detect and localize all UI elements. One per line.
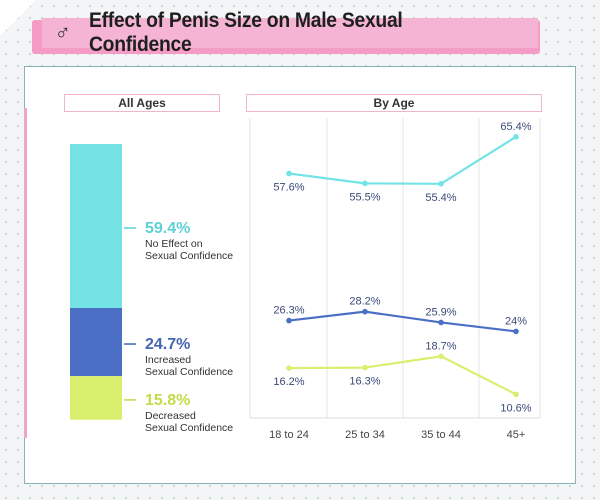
- x-tick-label-0: 18 to 24: [269, 429, 309, 441]
- data-label-decreased-2: 18.7%: [425, 340, 456, 352]
- data-point-decreased-3: [513, 391, 519, 398]
- bar-value-label-0: 59.4%: [145, 220, 190, 237]
- data-point-no_effect-3: [513, 134, 519, 140]
- x-tick-label-3: 45+: [507, 429, 526, 441]
- x-tick-label-2: 35 to 44: [421, 429, 461, 441]
- bar-segment-label-line1-2: Decreased: [145, 410, 196, 422]
- page-corner-fold: [0, 0, 36, 36]
- bar-segment-label-line2-1: Sexual Confidence: [145, 366, 233, 378]
- data-point-decreased-1: [362, 364, 368, 371]
- data-point-no_effect-1: [362, 180, 368, 187]
- bar-value-label-2: 15.8%: [145, 392, 190, 409]
- data-point-increased-2: [438, 319, 444, 326]
- data-label-no_effect-3: 65.4%: [500, 121, 531, 133]
- male-symbol-icon: ♂: [54, 20, 71, 45]
- bar-segment-2: [70, 376, 122, 420]
- all-ages-header: All Ages: [64, 94, 220, 112]
- data-point-increased-0: [286, 317, 292, 324]
- data-point-decreased-0: [286, 365, 292, 371]
- data-point-decreased-2: [438, 353, 444, 360]
- bar-segment-0: [70, 144, 122, 308]
- by-age-header: By Age: [246, 94, 542, 112]
- data-label-decreased-3: 10.6%: [500, 402, 531, 414]
- data-label-no_effect-1: 55.5%: [349, 191, 380, 203]
- bar-segment-label-line2-2: Sexual Confidence: [145, 422, 233, 434]
- data-label-no_effect-0: 57.6%: [273, 181, 304, 193]
- bar-segment-label-line1-0: No Effect on: [145, 238, 203, 250]
- series-line-decreased: [288, 355, 517, 396]
- data-label-increased-0: 26.3%: [273, 305, 304, 317]
- data-label-increased-3: 24%: [505, 315, 527, 327]
- bar-segment-1: [70, 307, 122, 377]
- bar-segment-label-line2-0: Sexual Confidence: [145, 250, 233, 262]
- title-banner: ♂ Effect of Penis Size on Male Sexual Co…: [42, 9, 538, 56]
- series-line-increased: [288, 310, 517, 333]
- data-label-decreased-0: 16.2%: [273, 376, 304, 388]
- bar-value-label-1: 24.7%: [145, 336, 190, 353]
- data-point-increased-1: [362, 308, 368, 315]
- data-label-decreased-1: 16.3%: [349, 376, 380, 388]
- data-label-no_effect-2: 55.4%: [425, 192, 456, 204]
- chart-title: Effect of Penis Size on Male Sexual Conf…: [89, 9, 403, 56]
- data-point-no_effect-0: [286, 170, 292, 177]
- data-label-increased-2: 25.9%: [425, 306, 456, 318]
- data-point-no_effect-2: [438, 181, 444, 187]
- panel-accent-stripe: [24, 108, 27, 438]
- x-tick-label-1: 25 to 34: [345, 429, 385, 441]
- data-label-increased-1: 28.2%: [349, 296, 380, 308]
- data-point-increased-3: [513, 328, 519, 335]
- series-line-no_effect: [288, 135, 517, 185]
- bar-segment-label-line1-1: Increased: [145, 354, 191, 366]
